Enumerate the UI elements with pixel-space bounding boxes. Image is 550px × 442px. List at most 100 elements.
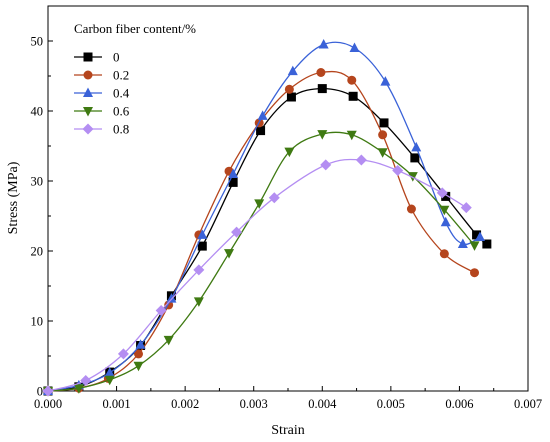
- legend-label: 0.8: [113, 122, 129, 137]
- data-point: [193, 264, 205, 276]
- data-point: [42, 385, 54, 397]
- data-point: [104, 375, 115, 386]
- y-axis-title: Stress (MPa): [6, 161, 21, 234]
- data-point: [317, 130, 328, 140]
- data-point: [197, 241, 207, 251]
- data-point: [256, 126, 266, 136]
- x-axis-title: Strain: [271, 423, 304, 438]
- y-tick-label: 50: [31, 35, 44, 49]
- data-point: [441, 191, 451, 201]
- data-point: [231, 226, 243, 238]
- data-point: [284, 84, 294, 94]
- data-point: [378, 130, 388, 140]
- series-0: [43, 84, 492, 396]
- data-point: [410, 153, 420, 163]
- data-point: [469, 241, 480, 251]
- data-point: [317, 84, 327, 94]
- x-tick-label: 0.003: [240, 397, 268, 411]
- data-point: [163, 335, 174, 346]
- series-0.6: [43, 130, 480, 397]
- data-point: [224, 249, 235, 259]
- legend-entry: 0.2: [74, 68, 129, 83]
- data-point: [318, 39, 329, 49]
- y-axis-ticks: 0 10 20 30 40 50: [31, 35, 53, 399]
- data-point: [440, 216, 451, 227]
- data-point: [472, 230, 482, 240]
- data-point: [346, 130, 357, 141]
- data-point: [228, 177, 238, 187]
- data-point: [482, 239, 492, 249]
- data-point: [155, 305, 167, 316]
- data-point: [135, 339, 146, 349]
- data-point: [134, 349, 144, 359]
- legend-entry: 0: [74, 50, 120, 65]
- data-point: [439, 249, 449, 259]
- data-point: [475, 231, 485, 241]
- series-line: [47, 158, 467, 392]
- data-point: [73, 384, 84, 394]
- y-tick-label: 20: [31, 245, 44, 259]
- data-point: [392, 165, 404, 176]
- x-tick-label: 0.002: [171, 397, 199, 411]
- legend: Carbon fiber content/% 0 0.2 0.4 0.6 0.8: [74, 21, 196, 137]
- series-0.8: [42, 154, 472, 397]
- series-0.4: [43, 39, 485, 395]
- data-point: [228, 168, 239, 178]
- legend-entry: 0.4: [74, 86, 130, 101]
- y-tick-label: 0: [37, 385, 43, 399]
- data-point: [348, 91, 358, 101]
- x-tick-label: 0.004: [308, 397, 337, 411]
- data-point: [439, 205, 450, 216]
- data-point: [470, 268, 480, 278]
- x-tick-label: 0.000: [34, 397, 62, 411]
- x-tick-label: 0.007: [514, 397, 542, 411]
- y-tick-label: 30: [31, 175, 44, 189]
- data-point: [254, 199, 265, 209]
- data-point: [457, 238, 468, 248]
- data-point: [460, 202, 472, 214]
- legend-marker: [83, 70, 93, 80]
- data-point: [166, 293, 177, 303]
- data-point: [268, 192, 280, 204]
- legend-marker: [83, 52, 93, 62]
- legend-marker: [83, 87, 93, 97]
- data-point: [133, 361, 144, 372]
- data-point: [197, 229, 208, 239]
- data-point: [347, 75, 357, 85]
- data-point: [377, 148, 388, 158]
- data-point: [380, 76, 391, 86]
- data-point: [411, 141, 422, 152]
- data-point: [104, 367, 115, 377]
- x-tick-label: 0.001: [103, 397, 131, 411]
- plot-frame: [47, 5, 529, 392]
- legend-title: Carbon fiber content/%: [74, 21, 196, 36]
- legend-marker: [82, 123, 94, 135]
- legend-label: 0.2: [113, 68, 129, 83]
- data-point: [284, 147, 295, 158]
- data-point: [286, 92, 296, 102]
- series-line: [47, 131, 476, 392]
- y-tick-label: 10: [31, 315, 44, 329]
- data-point: [436, 187, 448, 199]
- data-point: [349, 42, 360, 52]
- data-point: [117, 348, 129, 360]
- data-point: [316, 68, 326, 77]
- data-point: [193, 297, 204, 307]
- x-tick-label: 0.006: [445, 397, 473, 411]
- y-tick-label: 40: [31, 105, 44, 119]
- legend-entry: 0.6: [74, 104, 130, 119]
- x-axis-ticks: 0.000 0.001 0.002 0.003 0.004 0.005 0.006 0.007: [34, 386, 542, 411]
- data-point: [257, 110, 268, 120]
- legend-label: 0.6: [113, 104, 130, 119]
- x-tick-label: 0.005: [377, 397, 405, 411]
- legend-label: 0: [113, 50, 120, 65]
- legend-entry: 0.8: [74, 122, 129, 137]
- series-line: [47, 41, 481, 392]
- legend-marker: [83, 107, 93, 117]
- legend-label: 0.4: [113, 86, 130, 101]
- data-point: [287, 65, 298, 76]
- data-point: [355, 154, 367, 166]
- series-group: [42, 39, 492, 397]
